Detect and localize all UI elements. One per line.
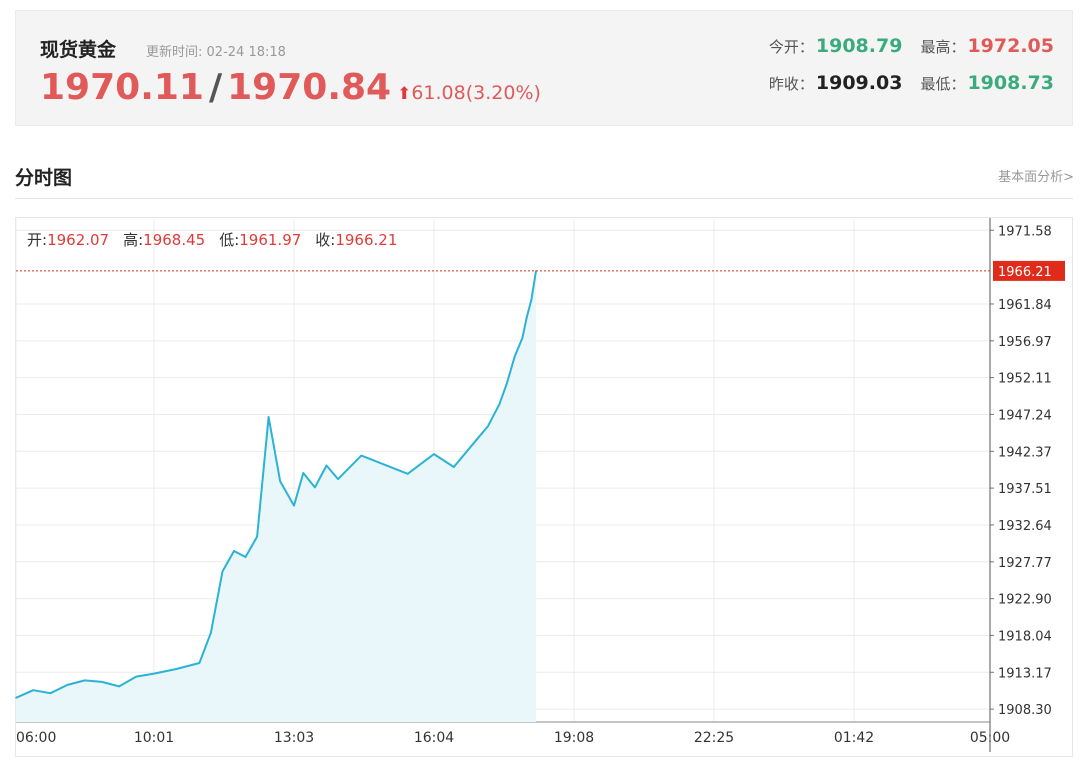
price-point <box>487 425 489 427</box>
stat-row-bottom: 昨收： 1909.03 最低： 1908.73 <box>754 72 1054 98</box>
bid-price: 1970.11 <box>40 67 204 108</box>
ohlc-close-value: 1966.21 <box>335 231 398 249</box>
price-point <box>530 298 533 301</box>
price-point <box>406 472 409 475</box>
quote-panel: 现货黄金 更新时间: 02-24 18:18 1970.11/1970.84 ⬆6… <box>15 10 1073 126</box>
price-point <box>452 466 455 468</box>
current-price-label: 1966.21 <box>998 265 1052 280</box>
open-value: 1908.79 <box>815 35 903 57</box>
price-row: 1970.11/1970.84 ⬆61.08(3.20%) <box>40 67 541 108</box>
y-tick-label: 1913.17 <box>998 666 1052 681</box>
price-point <box>15 696 17 699</box>
current-price-tag <box>993 260 1065 281</box>
x-tick-label: 22:25 <box>694 730 734 746</box>
price-point <box>325 464 328 467</box>
price-point <box>244 556 247 558</box>
price-point <box>513 355 516 358</box>
ohlc-high-label: 高: <box>123 231 144 249</box>
price-point <box>506 382 508 384</box>
x-tick-label: 10:01 <box>134 730 174 746</box>
prev-close-value: 1909.03 <box>815 72 903 94</box>
y-tick-label: 1908.30 <box>998 703 1052 718</box>
price-area <box>16 270 536 722</box>
price-point <box>256 535 258 538</box>
ohlc-open-label: 开: <box>27 231 48 249</box>
y-tick-label: 1942.37 <box>998 445 1052 460</box>
y-tick-label: 1922.90 <box>998 593 1052 608</box>
price-point <box>221 570 224 573</box>
price-point <box>198 662 201 664</box>
low-label: 最低： <box>920 75 966 93</box>
up-arrow-icon: ⬆ <box>397 84 412 104</box>
prev-close-label: 昨收： <box>768 75 814 93</box>
stat-row-top: 今开： 1908.79 最高： 1972.05 <box>754 35 1054 61</box>
y-tick-label: 1961.84 <box>998 298 1052 313</box>
update-time: 更新时间: 02-24 18:18 <box>146 41 286 60</box>
price-point <box>118 685 120 688</box>
x-tick-label: 19:08 <box>554 730 594 746</box>
price-point <box>101 681 103 683</box>
x-tick-label: 06:00 <box>16 730 56 746</box>
high-label: 最高： <box>920 38 966 56</box>
price-point <box>314 486 316 489</box>
y-tick-label: 1927.77 <box>998 556 1052 571</box>
y-tick-label: 1956.97 <box>998 335 1052 350</box>
y-tick-label: 1918.04 <box>998 629 1052 644</box>
ohlc-low-value: 1961.97 <box>239 231 302 249</box>
price-change: 61.08(3.20%) <box>411 82 541 104</box>
price-point <box>83 679 86 682</box>
ohlc-high-value: 1968.45 <box>143 231 206 249</box>
y-tick-label: 1932.64 <box>998 519 1052 534</box>
price-point <box>279 480 281 483</box>
price-point <box>521 337 524 340</box>
price-point <box>66 684 69 686</box>
ask-price: 1970.84 <box>227 67 392 108</box>
open-label: 今开： <box>768 38 814 56</box>
y-tick-label: 1947.24 <box>998 408 1052 423</box>
price-point <box>49 692 52 695</box>
y-tick-label: 1971.58 <box>998 224 1052 239</box>
price-point <box>267 416 270 418</box>
update-label: 更新时间: <box>146 45 203 60</box>
x-tick-label: 13:03 <box>274 730 314 746</box>
instrument-name: 现货黄金 <box>40 39 117 61</box>
price-point <box>210 631 212 634</box>
update-time-value: 02-24 18:18 <box>206 45 286 60</box>
x-tick-label: 01:42 <box>834 730 874 746</box>
price-point <box>498 403 501 405</box>
fundamental-analysis-link[interactable]: 基本面分析> <box>998 170 1074 185</box>
quote-stats: 今开： 1908.79 最高： 1972.05 昨收： 1909.03 最低： … <box>754 35 1054 109</box>
price-point <box>360 454 363 457</box>
price-point <box>526 316 528 318</box>
low-value: 1908.73 <box>967 72 1054 94</box>
price-point <box>175 668 178 670</box>
price-point <box>233 550 235 552</box>
ohlc-open-value: 1962.07 <box>47 231 110 249</box>
section-divider <box>15 198 1073 199</box>
price-separator: / <box>208 67 223 108</box>
y-tick-label: 1937.51 <box>998 482 1052 497</box>
price-point <box>293 504 295 507</box>
ohlc-close-label: 收: <box>315 231 336 249</box>
ohlc-low-label: 低: <box>219 231 240 249</box>
section-title: 分时图 <box>15 167 73 189</box>
ohlc-readout: 开:1962.07 高:1968.45 低:1961.97 收:1966.21 <box>27 229 411 250</box>
price-point <box>337 478 339 480</box>
price-point <box>475 438 478 441</box>
price-point <box>302 472 305 474</box>
x-tick-label: 16:04 <box>414 730 454 746</box>
price-point <box>433 453 435 455</box>
price-point <box>32 689 34 692</box>
price-point <box>383 463 386 466</box>
price-point <box>135 675 138 678</box>
high-value: 1972.05 <box>967 35 1054 57</box>
price-point <box>153 672 155 675</box>
y-tick-label: 1952.11 <box>998 372 1052 387</box>
